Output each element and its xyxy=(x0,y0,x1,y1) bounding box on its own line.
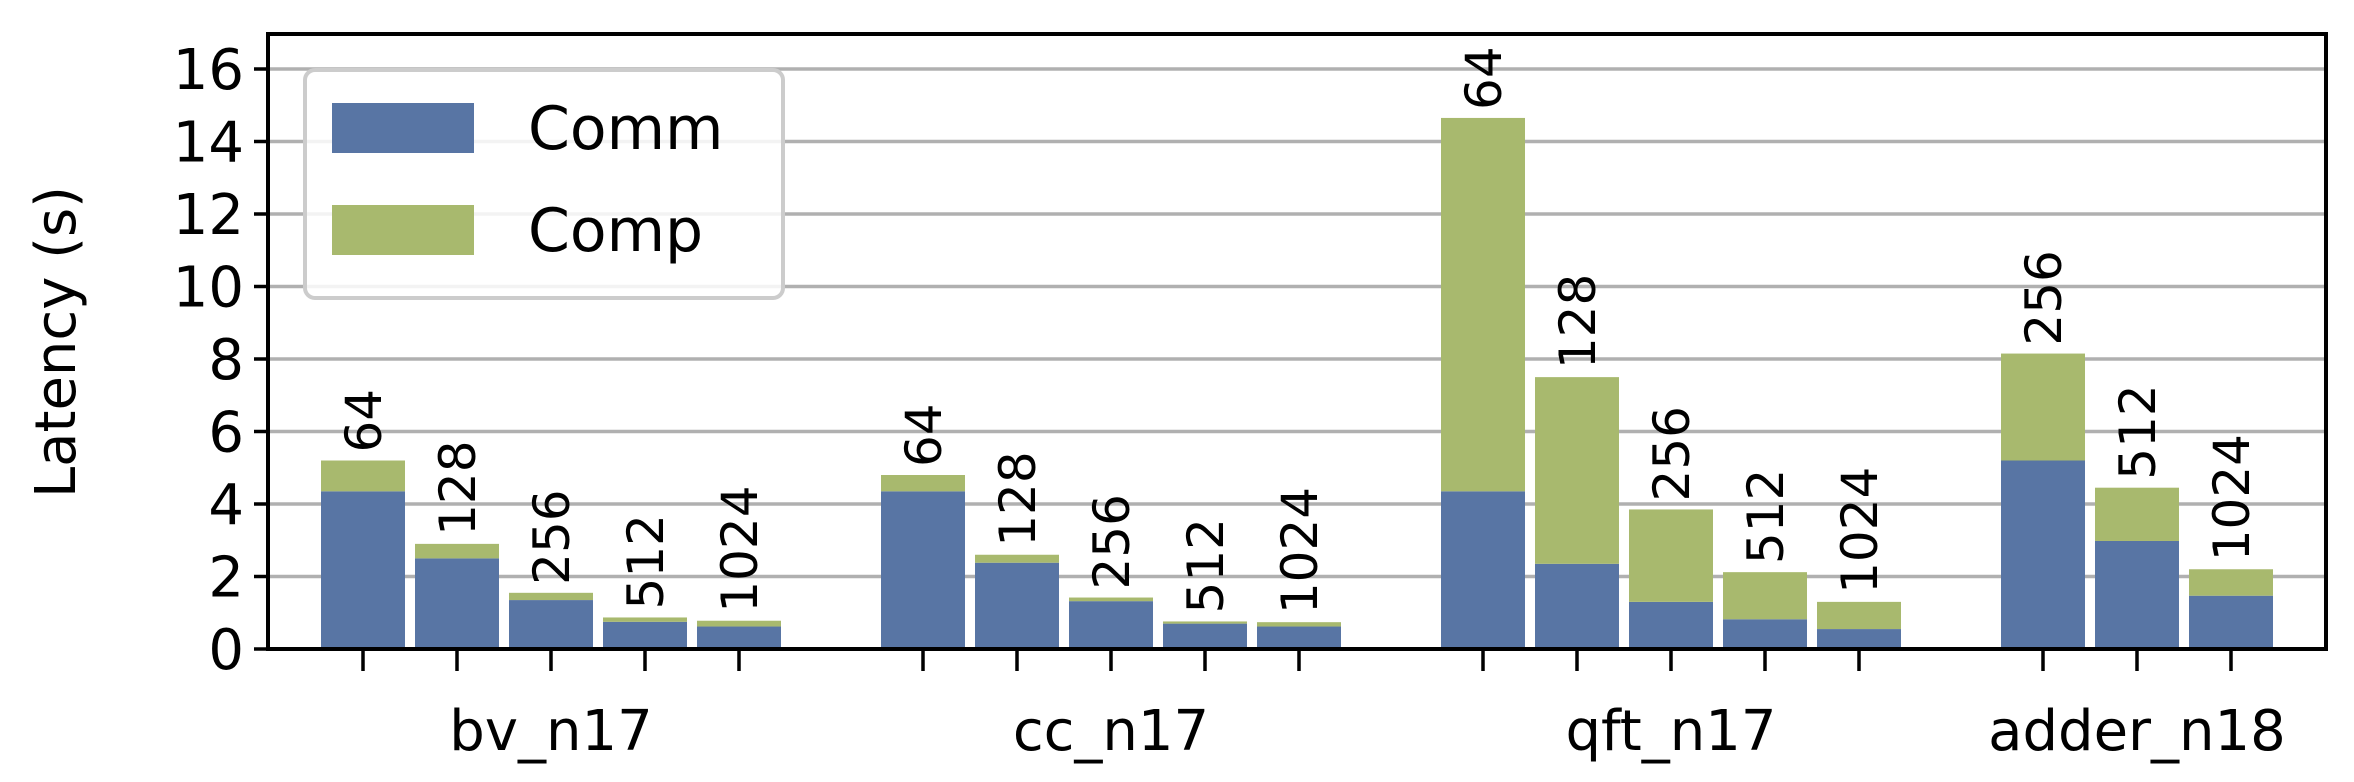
bar-value-label: 256 xyxy=(1643,406,1701,501)
bar-value-label: 512 xyxy=(2109,384,2167,479)
bar-comp xyxy=(509,592,593,601)
bar-comp xyxy=(1817,601,1901,630)
bar-comm xyxy=(1441,491,1525,649)
bar-value-label: 128 xyxy=(429,440,487,535)
legend-swatch-comm xyxy=(332,103,474,153)
x-group-label: adder_n18 xyxy=(1988,699,2286,764)
bar-comp xyxy=(1535,377,1619,564)
bar-comm xyxy=(1629,601,1713,649)
bar-comm xyxy=(321,491,405,649)
y-tick-label: 8 xyxy=(208,328,244,393)
legend-swatch-comp xyxy=(332,205,474,255)
y-tick-label: 2 xyxy=(208,546,244,611)
x-axis: bv_n17 cc_n17 qft_n17 adder_n18 xyxy=(361,649,2286,764)
bar-comp xyxy=(1257,622,1341,627)
bar-comp xyxy=(1441,117,1525,492)
bar-comm xyxy=(603,621,687,649)
bar-value-label: 128 xyxy=(1549,274,1607,369)
bar-comm xyxy=(1535,563,1619,649)
bar-comp xyxy=(603,617,687,622)
y-tick-label: 10 xyxy=(173,256,244,321)
bar-value-label: 512 xyxy=(1737,469,1795,564)
bar-value-label: 256 xyxy=(523,489,581,584)
x-group-label: qft_n17 xyxy=(1566,699,1777,764)
bar-value-label: 1024 xyxy=(1831,467,1889,594)
bar-value-label: 256 xyxy=(2015,250,2073,345)
y-tick-label: 0 xyxy=(208,618,244,683)
bar-comm xyxy=(2189,595,2273,649)
bar-comm xyxy=(415,558,499,649)
bar-comp xyxy=(697,620,781,627)
bar-value-label: 256 xyxy=(1083,494,1141,589)
legend: Comm Comp xyxy=(303,68,785,300)
bar-comp xyxy=(321,460,405,492)
bar-value-label: 1024 xyxy=(711,485,769,612)
bar-comm xyxy=(2001,460,2085,649)
y-axis-label: Latency (s) xyxy=(24,186,89,498)
y-tick-label: 6 xyxy=(208,401,244,466)
bar-comm xyxy=(1723,619,1807,649)
y-tick-label: 16 xyxy=(173,38,244,103)
bar-comp xyxy=(415,543,499,559)
bar-value-label: 512 xyxy=(1177,518,1235,613)
y-tick-label: 12 xyxy=(173,183,244,248)
bar-value-label: 128 xyxy=(989,451,1047,546)
x-group-label: bv_n17 xyxy=(449,699,652,764)
bar-comp xyxy=(1723,572,1807,620)
bar-value-label: 1024 xyxy=(1271,487,1329,614)
y-axis: 0 2 4 6 8 10 12 14 16 xyxy=(173,38,268,683)
y-tick-label: 4 xyxy=(208,473,244,538)
bar-value-label: 64 xyxy=(895,403,953,467)
bar-comm xyxy=(1257,626,1341,649)
bar-comp xyxy=(2001,353,2085,461)
bar-value-label: 64 xyxy=(335,389,393,453)
bar-comm xyxy=(1163,623,1247,649)
bar-comp xyxy=(1163,621,1247,624)
bar-comp xyxy=(2189,569,2273,596)
bar-comm xyxy=(975,562,1059,649)
bar-comm xyxy=(881,491,965,649)
bar-comp xyxy=(2095,487,2179,541)
x-group-label: cc_n17 xyxy=(1013,699,1209,764)
bar-comp xyxy=(881,475,965,492)
bar-value-label: 512 xyxy=(617,514,675,609)
bar-comp xyxy=(975,554,1059,563)
y-tick-label: 14 xyxy=(173,111,244,176)
bar-comp xyxy=(1069,597,1153,602)
bar-comm xyxy=(509,600,593,649)
bar-value-label: 64 xyxy=(1455,46,1513,110)
plot-frame xyxy=(266,32,2328,651)
bar-comm xyxy=(2095,540,2179,649)
bar-comp xyxy=(1629,509,1713,602)
bar-comm xyxy=(1817,629,1901,649)
bars: 64 128 256 512 1024 64 128 256 512 1024 64 128 256 51… xyxy=(321,46,2273,649)
legend-label-comp: Comp xyxy=(528,196,703,266)
legend-label-comm: Comm xyxy=(528,94,724,164)
bar-comm xyxy=(1069,601,1153,649)
bar-value-label: 1024 xyxy=(2203,434,2261,561)
bar-comm xyxy=(697,626,781,649)
